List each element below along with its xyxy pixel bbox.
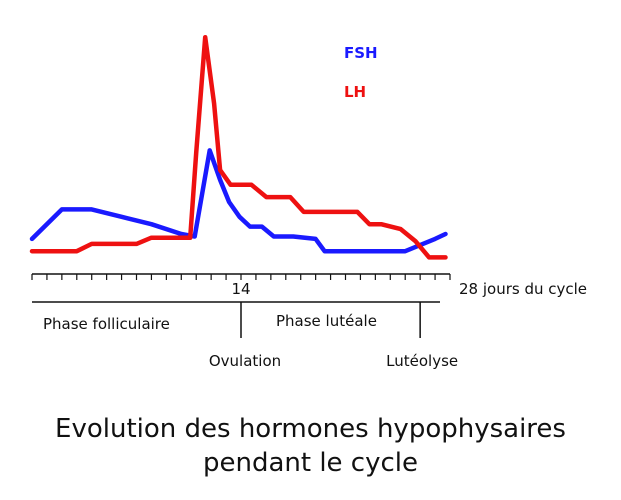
chart-title-line-2: pendant le cycle xyxy=(202,448,419,478)
legend-fsh: FSH xyxy=(344,44,378,62)
phase-follicular-label: Phase folliculaire xyxy=(43,315,170,333)
x-axis xyxy=(31,273,451,280)
legend-lh: LH xyxy=(344,83,366,101)
x-axis-label: 28 jours du cycle xyxy=(459,280,587,298)
series-layer xyxy=(29,34,448,260)
x-tick-label-14: 14 xyxy=(231,280,250,298)
phase-luteal-label: Phase lutéale xyxy=(276,312,377,330)
chart-title: Evolution des hormones hypophysaires pen… xyxy=(0,412,621,480)
luteolysis-label: Lutéolyse xyxy=(386,352,458,370)
series-line-lh xyxy=(29,34,448,260)
ovulation-label: Ovulation xyxy=(209,352,281,370)
chart-title-line-1: Evolution des hormones hypophysaires xyxy=(55,414,566,444)
series-line-fsh xyxy=(29,148,448,254)
